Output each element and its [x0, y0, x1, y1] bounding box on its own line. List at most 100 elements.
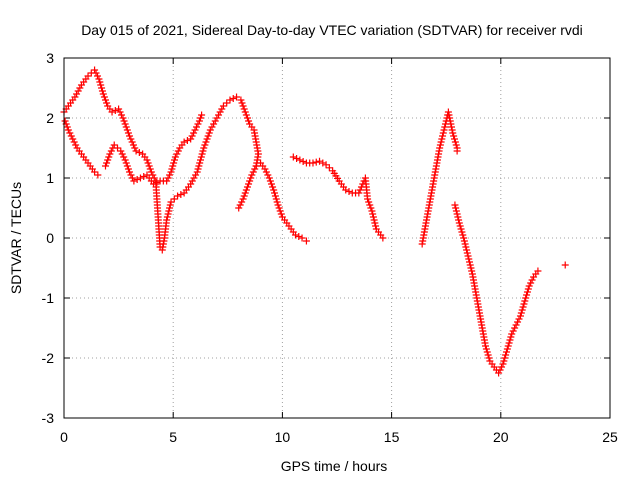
data-point — [122, 123, 130, 131]
data-point — [242, 111, 250, 119]
data-point — [199, 147, 207, 155]
data-point — [455, 219, 463, 227]
data-point — [436, 144, 444, 152]
data-point — [229, 95, 237, 102]
data-point — [293, 155, 301, 162]
data-point — [243, 183, 251, 191]
data-point — [146, 165, 154, 173]
data-point — [127, 135, 135, 143]
data-point — [128, 174, 136, 182]
data-point — [168, 165, 176, 173]
data-point — [118, 111, 126, 119]
data-point — [105, 153, 113, 161]
data-point — [153, 179, 161, 186]
data-point — [505, 339, 513, 347]
data-point — [502, 348, 510, 356]
data-series-6 — [418, 108, 461, 248]
data-point — [309, 159, 317, 167]
data-point — [450, 132, 458, 140]
data-point — [465, 255, 473, 263]
data-point — [219, 102, 227, 110]
data-point — [261, 165, 269, 173]
data-point — [483, 348, 491, 356]
data-point — [188, 132, 196, 140]
x-tick-label: 15 — [384, 429, 400, 445]
data-point — [298, 234, 306, 242]
data-point — [194, 165, 202, 173]
data-point — [342, 186, 350, 194]
data-point — [94, 171, 102, 179]
data-point — [101, 96, 109, 104]
data-point — [115, 105, 123, 113]
data-point — [192, 123, 200, 131]
data-point — [201, 141, 209, 149]
data-point — [190, 174, 198, 182]
data-point — [439, 132, 447, 140]
data-point — [140, 173, 148, 180]
data-point — [525, 282, 533, 290]
data-point — [446, 114, 454, 122]
data-point — [516, 312, 524, 320]
data-point — [135, 149, 143, 156]
data-point — [239, 195, 247, 203]
data-point — [130, 177, 138, 185]
data-point — [226, 96, 234, 104]
data-point — [120, 153, 128, 161]
data-point — [448, 123, 456, 131]
data-point — [215, 111, 223, 119]
data-point — [166, 204, 174, 212]
data-point — [528, 276, 536, 284]
data-point — [96, 78, 104, 86]
data-point — [464, 252, 472, 260]
data-point — [239, 102, 247, 110]
data-point — [511, 324, 519, 332]
data-point — [262, 168, 270, 176]
data-point — [166, 171, 174, 179]
data-point — [514, 318, 522, 326]
y-tick-label: 2 — [46, 110, 54, 126]
data-point — [211, 117, 219, 125]
data-point — [379, 234, 387, 242]
data-point — [126, 132, 134, 140]
data-point — [444, 108, 452, 116]
data-point — [369, 213, 377, 221]
data-point — [460, 237, 468, 245]
data-point — [515, 315, 523, 323]
data-point — [191, 126, 199, 134]
data-point — [367, 204, 375, 212]
data-point — [192, 171, 200, 179]
data-point — [129, 141, 137, 149]
grid-lines — [64, 58, 610, 418]
data-point — [495, 369, 503, 377]
data-point — [269, 183, 277, 191]
data-point — [264, 171, 272, 179]
y-tick-label: 3 — [46, 50, 54, 66]
data-point — [218, 105, 226, 113]
data-point — [316, 157, 324, 165]
data-point — [482, 345, 490, 353]
data-point — [459, 231, 467, 239]
data-point — [171, 153, 179, 161]
data-point — [122, 159, 130, 167]
data-point — [92, 69, 100, 77]
data-point — [106, 150, 114, 158]
data-point — [121, 120, 129, 128]
x-tick-label: 25 — [602, 429, 618, 445]
data-point — [118, 150, 126, 158]
data-point — [509, 327, 517, 335]
data-point — [369, 210, 377, 218]
y-tick-label: 0 — [46, 230, 54, 246]
data-point — [366, 201, 374, 209]
data-point — [520, 300, 528, 308]
data-point — [441, 123, 449, 131]
data-point — [103, 159, 111, 167]
data-point — [437, 138, 445, 146]
data-point — [245, 117, 253, 125]
data-point — [198, 111, 206, 119]
data-point — [196, 159, 204, 167]
data-point — [271, 192, 279, 200]
data-series-4 — [235, 159, 310, 245]
data-point — [508, 330, 516, 338]
